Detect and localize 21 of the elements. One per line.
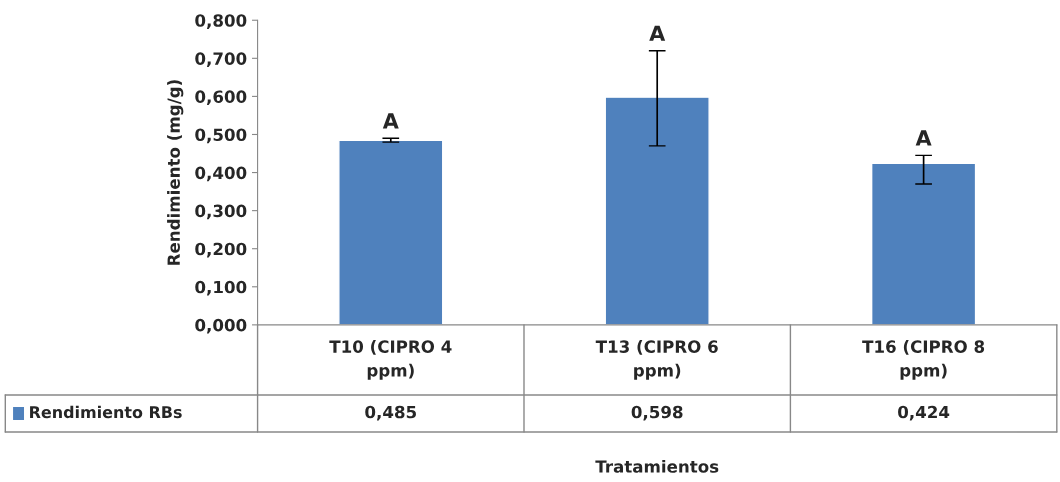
y-tick-label: 0,400 bbox=[195, 166, 247, 182]
text: 0,598 bbox=[631, 405, 683, 421]
y-tick-label: 0,000 bbox=[195, 318, 247, 334]
y-axis-title: Rendimiento (mg/g) bbox=[167, 80, 184, 265]
y-tick-label: 0,200 bbox=[195, 242, 247, 258]
y-tick-label: 0,300 bbox=[195, 204, 247, 220]
legend-label: Rendimiento RBs bbox=[30, 405, 182, 419]
y-tick-label: 0,800 bbox=[195, 14, 247, 29]
text: 0,485 bbox=[365, 405, 416, 421]
y-tick-label: 0,700 bbox=[195, 52, 247, 68]
y-tick-label: 0,100 bbox=[195, 280, 247, 296]
annotation: A bbox=[649, 25, 666, 41]
x-tick-label: T13 (CIPRO 6 ppm) bbox=[595, 340, 718, 380]
x-tick-label: T16 (CIPRO 8 ppm) bbox=[862, 340, 985, 380]
annotation: A bbox=[382, 113, 399, 129]
annotation: A bbox=[915, 130, 932, 146]
y-tick-label: 0,500 bbox=[195, 128, 247, 144]
x-axis-title: Tratamientos bbox=[595, 459, 719, 473]
x-tick-label: T10 (CIPRO 4 ppm) bbox=[329, 340, 452, 380]
text: 0,424 bbox=[898, 405, 950, 421]
y-tick-label: 0,600 bbox=[195, 90, 247, 106]
